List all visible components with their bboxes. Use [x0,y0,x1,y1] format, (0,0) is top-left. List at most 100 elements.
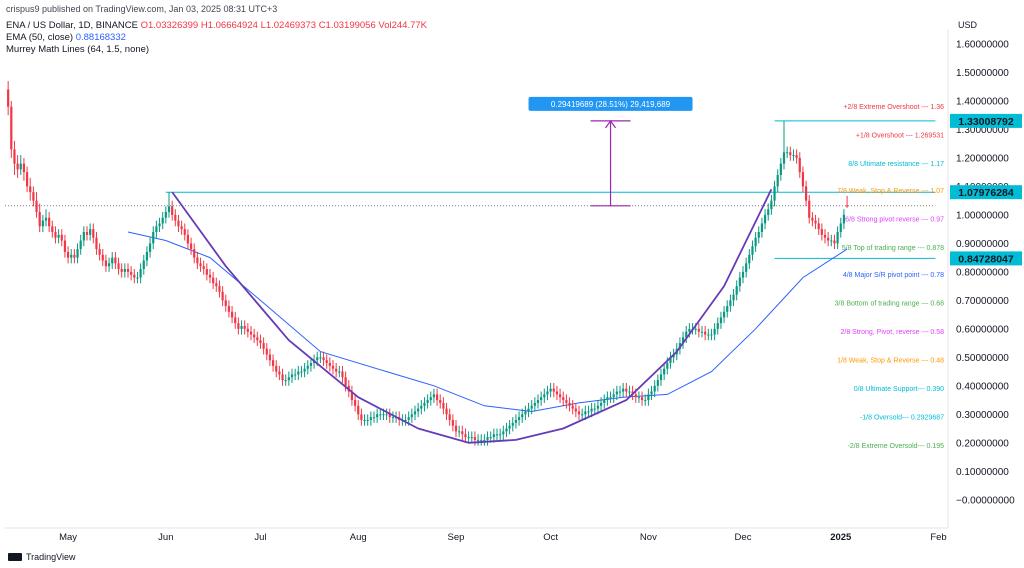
candle-body[interactable] [319,357,322,359]
candle-body[interactable] [357,405,360,415]
candle-body[interactable] [423,402,426,406]
candle-body[interactable] [741,271,745,278]
candle-body[interactable] [609,397,612,399]
candle-body[interactable] [426,400,429,403]
candle-body[interactable] [22,163,26,173]
candle-body[interactable] [574,408,577,412]
candle-body[interactable] [540,397,543,401]
candle-body[interactable] [152,232,155,244]
candle-body[interactable] [101,254,104,261]
candle-body[interactable] [517,417,521,420]
candle-body[interactable] [470,437,473,439]
candle-body[interactable] [694,328,697,330]
candle-body[interactable] [107,263,111,267]
candle-body[interactable] [738,277,741,287]
candle-body[interactable] [284,380,287,382]
candle-body[interactable] [603,400,606,403]
candle-body[interactable] [385,414,388,416]
candle-body[interactable] [180,226,183,230]
candle-body[interactable] [278,371,281,375]
candle-body[interactable] [155,226,158,232]
candle-body[interactable] [798,157,801,173]
candle-body[interactable] [243,326,246,329]
candle-body[interactable] [782,152,786,164]
candle-body[interactable] [265,348,268,355]
candle-body[interactable] [136,277,139,279]
candle-body[interactable] [322,357,325,361]
candle-body[interactable] [779,163,782,176]
candle-body[interactable] [363,420,366,421]
candle-body[interactable] [827,237,830,241]
candle-body[interactable] [606,397,609,401]
candle-body[interactable] [732,294,735,301]
candle-body[interactable] [79,240,82,250]
candle-body[interactable] [360,414,363,420]
candle-body[interactable] [13,149,16,164]
candle-body[interactable] [221,291,224,301]
candle-body[interactable] [511,422,514,426]
murrey-legend[interactable]: Murrey Math Lines (64, 1.5, none) [6,44,149,55]
candle-body[interactable] [111,257,114,264]
candle-body[interactable] [57,234,60,238]
candle-body[interactable] [158,223,161,227]
candle-body[interactable] [618,391,622,393]
candle-body[interactable] [458,431,461,433]
candle-body[interactable] [82,232,85,241]
candle-body[interactable] [126,269,130,272]
candle-body[interactable] [60,234,63,241]
candle-body[interactable] [792,155,795,157]
candle-body[interactable] [751,246,754,255]
candle-body[interactable] [306,365,309,369]
candle-body[interactable] [770,200,773,210]
candle-body[interactable] [656,380,659,386]
candle-body[interactable] [148,243,152,252]
candle-body[interactable] [297,371,300,375]
candle-body[interactable] [745,263,748,272]
candle-body[interactable] [44,217,48,221]
candle-body[interactable] [442,402,445,409]
measure-label-box[interactable] [528,96,693,111]
candle-body[interactable] [309,363,313,366]
candle-body[interactable] [92,229,95,238]
candle-body[interactable] [786,152,789,154]
candle-body[interactable] [681,337,685,344]
candle-body[interactable] [710,334,713,336]
footer-brand[interactable]: TradingView [8,552,76,562]
candle-body[interactable] [524,411,527,415]
candle-body[interactable] [776,175,779,187]
candle-body[interactable] [54,232,57,238]
candle-body[interactable] [716,323,719,329]
candle-body[interactable] [268,354,272,361]
candle-body[interactable] [653,385,656,392]
candle-body[interactable] [98,249,101,255]
candle-body[interactable] [754,237,757,247]
candle-body[interactable] [521,414,524,418]
candle-body[interactable] [66,251,70,258]
candle-body[interactable] [303,368,306,372]
candle-body[interactable] [174,214,177,221]
candle-body[interactable] [672,354,675,358]
candle-body[interactable] [811,217,814,221]
candle-body[interactable] [369,417,372,420]
candle-body[interactable] [7,89,10,107]
candle-body[interactable] [502,431,505,435]
candle-body[interactable] [763,214,767,224]
candle-body[interactable] [625,388,628,392]
candle-body[interactable] [842,214,846,224]
candle-body[interactable] [230,311,234,318]
candle-body[interactable] [16,163,19,170]
candle-body[interactable] [391,417,395,419]
candle-body[interactable] [104,260,108,267]
candle-body[interactable] [196,257,199,264]
candle-body[interactable] [202,266,205,270]
candle-body[interactable] [379,414,382,416]
candle-body[interactable] [350,391,354,401]
candle-body[interactable] [167,206,171,213]
candle-body[interactable] [183,229,186,235]
candle-body[interactable] [404,420,407,421]
candle-body[interactable] [35,200,38,213]
candle-body[interactable] [95,237,98,250]
candle-body[interactable] [287,377,290,381]
candle-body[interactable] [700,331,704,333]
candle-body[interactable] [814,220,817,224]
